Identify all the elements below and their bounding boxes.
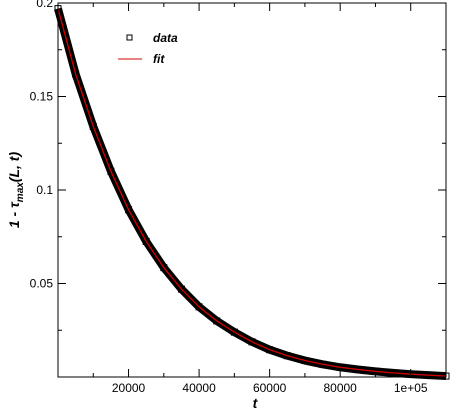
data-point xyxy=(213,317,221,325)
legend-label-fit: fit xyxy=(153,52,165,66)
y-axis-label-sub: max xyxy=(15,182,26,202)
data-point xyxy=(283,352,291,360)
legend-label-data: data xyxy=(153,31,178,45)
data-point xyxy=(160,264,168,272)
tick-layer: 20000 40000 60000 80000 1e+05 0.05 0.1 0.15 0.2 xyxy=(30,0,446,395)
legend-marker-data xyxy=(126,34,133,41)
data-point xyxy=(248,338,256,346)
x-tick-label-2: 60000 xyxy=(253,381,287,395)
y-tick-label-2: 0.15 xyxy=(30,90,54,104)
y-tick-label-3: 0.2 xyxy=(36,0,53,10)
x-axis-label: t xyxy=(253,395,259,411)
data-point xyxy=(107,167,115,175)
x-tick-label-3: 80000 xyxy=(323,381,357,395)
data-point xyxy=(142,237,150,245)
data-point xyxy=(230,328,238,336)
x-tick-label-1: 40000 xyxy=(182,381,216,395)
fit-line xyxy=(57,8,447,377)
data-point xyxy=(195,303,203,311)
data-series-band xyxy=(54,7,447,381)
data-point xyxy=(125,206,133,214)
y-axis-label-main: 1 - τ xyxy=(6,201,22,228)
y-axis-label-tail: (L, t) xyxy=(6,152,22,183)
data-point xyxy=(89,122,97,130)
x-tick-label-4: 1e+05 xyxy=(394,381,428,395)
x-tick-label-0: 20000 xyxy=(112,381,146,395)
y-axis-label: 1 - τmax(L, t) xyxy=(6,152,26,229)
y-tick-label-0: 0.05 xyxy=(30,277,54,291)
legend: data fit xyxy=(118,31,178,66)
data-point xyxy=(72,70,80,78)
data-point xyxy=(266,346,274,354)
plot-layer xyxy=(54,5,450,381)
y-tick-label-1: 0.1 xyxy=(36,183,53,197)
plot-frame xyxy=(57,2,447,378)
data-point xyxy=(177,285,185,293)
